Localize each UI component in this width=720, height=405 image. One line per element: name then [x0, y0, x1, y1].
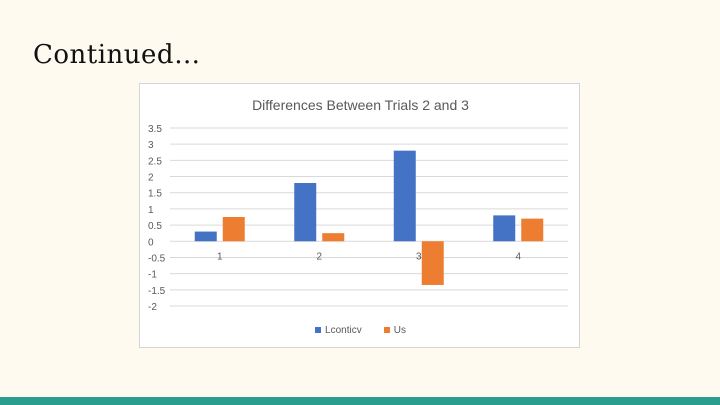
- y-tick-label: 2.5: [148, 156, 162, 167]
- chart-container: Differences Between Trials 2 and 3 3.5 3 2.…: [139, 83, 580, 348]
- y-tick-label: 0.5: [148, 221, 162, 232]
- legend-swatch-series-1: [315, 327, 322, 333]
- y-tick-label: 1: [148, 205, 154, 216]
- bar-series-1-cat-3: [393, 150, 416, 242]
- y-tick-label: -2: [148, 302, 157, 313]
- y-tick-label: 0: [148, 237, 154, 248]
- bar-series-1-cat-4: [493, 215, 516, 242]
- x-tick-label: 3: [416, 251, 422, 262]
- bar-series-2-cat-1: [222, 217, 245, 242]
- bar-chart: Differences Between Trials 2 and 3 3.5 3 2.…: [148, 97, 568, 313]
- slide-title: Continued…: [33, 40, 201, 70]
- y-tick-label: 3.5: [148, 124, 162, 135]
- chart-legend: Lconticv Us: [140, 322, 581, 338]
- y-tick-label: -1.5: [148, 286, 166, 297]
- legend-swatch-series-2: [383, 327, 390, 333]
- bar-series-1-cat-1: [194, 231, 217, 242]
- y-tick-label: 3: [148, 140, 154, 151]
- x-tick-label: 2: [316, 251, 322, 262]
- x-tick-label: 4: [515, 251, 521, 262]
- y-tick-label: -1: [148, 270, 157, 281]
- legend-item-series-2: Us: [383, 322, 406, 338]
- bottom-accent-bar: [0, 397, 720, 405]
- y-tick-label: 1.5: [148, 189, 162, 200]
- y-tick-label: -0.5: [148, 253, 166, 264]
- chart-title: Differences Between Trials 2 and 3: [252, 97, 469, 113]
- bar-series-2-cat-3: [421, 241, 444, 285]
- y-tick-label: 2: [148, 173, 154, 184]
- bar-series-1-cat-2: [294, 183, 317, 242]
- bar-series-2-cat-4: [521, 218, 544, 242]
- x-tick-label: 1: [217, 251, 223, 262]
- legend-label-series-2: Us: [393, 324, 406, 336]
- legend-item-series-1: Lconticv: [315, 322, 362, 338]
- bar-series-2-cat-2: [322, 233, 345, 242]
- legend-label-series-1: Lconticv: [325, 324, 362, 336]
